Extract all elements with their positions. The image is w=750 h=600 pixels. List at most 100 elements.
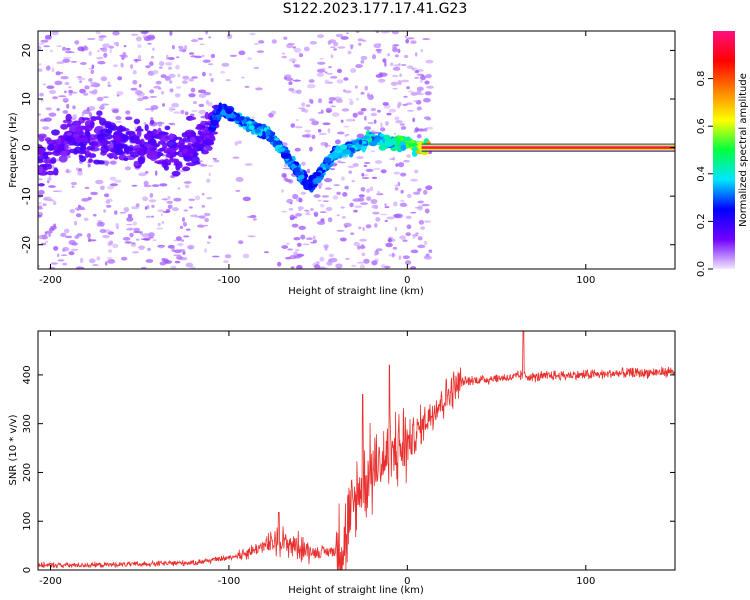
noise-blob — [352, 119, 355, 122]
noise-blob — [298, 107, 306, 110]
noise-blob — [321, 195, 330, 198]
ridge-blob — [281, 153, 289, 159]
noise-blob — [71, 185, 75, 188]
noise-blob — [410, 249, 419, 254]
noise-blob — [418, 220, 425, 225]
signal-blob — [81, 117, 91, 121]
noise-blob — [188, 198, 196, 201]
signal-blob — [133, 160, 139, 167]
noise-blob — [176, 56, 180, 59]
ridge-blob — [313, 171, 322, 177]
noise-blob — [347, 165, 355, 169]
noise-blob — [319, 256, 325, 262]
noise-blob — [90, 191, 98, 196]
noise-blob — [351, 180, 355, 183]
noise-blob — [151, 204, 155, 208]
noise-blob — [405, 232, 412, 237]
noise-blob — [64, 50, 72, 54]
noise-blob — [123, 207, 130, 213]
noise-blob — [404, 35, 408, 39]
ridge-blob — [342, 149, 351, 154]
colorbar-tick-label: 0.2 — [696, 213, 707, 229]
noise-blob — [349, 44, 354, 47]
noise-blob — [402, 103, 408, 106]
x-tick-label: -200 — [39, 275, 62, 286]
noise-blob — [312, 239, 318, 244]
noise-blob — [242, 196, 251, 202]
signal-blob — [196, 123, 202, 130]
noise-blob — [192, 101, 197, 104]
noise-blob — [411, 67, 415, 71]
noise-blob — [93, 213, 97, 217]
signal-blob — [152, 143, 161, 147]
colorbar-gradient — [713, 31, 735, 269]
noise-blob — [362, 39, 367, 42]
noise-blob — [106, 198, 113, 202]
noise-blob — [173, 197, 182, 202]
noise-blob — [332, 195, 339, 200]
noise-blob — [38, 178, 43, 181]
signal-blob — [58, 155, 68, 163]
noise-blob — [361, 172, 365, 177]
noise-blob — [169, 31, 173, 36]
signal-blob — [78, 150, 87, 155]
spectrogram-x-ticks: -200 -100 0 100 — [39, 31, 595, 286]
noise-blob — [304, 209, 309, 212]
noise-blob — [343, 77, 349, 81]
noise-blob — [363, 162, 371, 164]
y-tick-label: -10 — [20, 187, 33, 205]
signal-blob — [114, 151, 126, 156]
signal-blob — [46, 170, 55, 176]
noise-blob — [130, 64, 134, 69]
noise-blob — [120, 62, 124, 68]
x-tick-label: 100 — [576, 275, 595, 286]
noise-blob — [287, 248, 293, 251]
noise-blob — [384, 206, 390, 209]
noise-blob — [52, 190, 60, 193]
noise-blob — [190, 55, 197, 58]
noise-blob — [65, 47, 71, 51]
noise-blob — [180, 239, 185, 242]
signal-blob — [109, 142, 114, 148]
noise-blob — [370, 112, 377, 117]
noise-blob — [62, 46, 66, 51]
noise-blob — [423, 116, 431, 120]
noise-blob — [185, 262, 194, 268]
noise-blob — [96, 56, 104, 60]
noise-blob — [183, 209, 188, 212]
signal-blob — [203, 146, 213, 151]
signal-blob — [89, 121, 95, 129]
x-tick-label: -100 — [218, 576, 241, 587]
noise-blob — [306, 168, 311, 174]
signal-blob — [191, 131, 196, 137]
noise-blob — [207, 165, 214, 167]
noise-blob — [289, 202, 293, 205]
noise-blob — [298, 52, 302, 58]
noise-blob — [371, 54, 377, 60]
noise-blob — [362, 187, 365, 192]
noise-blob — [300, 191, 307, 195]
noise-blob — [113, 64, 118, 67]
noise-blob — [191, 39, 199, 43]
noise-blob — [281, 55, 287, 59]
noise-blob — [131, 184, 138, 187]
noise-blob — [157, 209, 165, 213]
y-tick-label: 300 — [22, 414, 33, 433]
noise-blob — [53, 246, 59, 251]
noise-blob — [417, 128, 426, 132]
noise-blob — [348, 170, 353, 174]
noise-blob — [375, 248, 383, 252]
noise-blob — [393, 201, 398, 207]
noise-blob — [42, 83, 47, 86]
noise-blob — [79, 80, 82, 83]
noise-blob — [309, 41, 318, 45]
noise-blob — [212, 157, 217, 160]
noise-blob — [283, 173, 287, 179]
snr-panel: -200 -100 0 100 0 100 200 300 400 Height of str… — [8, 330, 676, 596]
noise-blob — [165, 208, 171, 213]
noise-blob — [357, 111, 364, 116]
ridge-blob — [368, 140, 378, 147]
noise-blob — [318, 133, 327, 135]
signal-blob — [185, 162, 197, 167]
noise-blob — [330, 168, 336, 171]
